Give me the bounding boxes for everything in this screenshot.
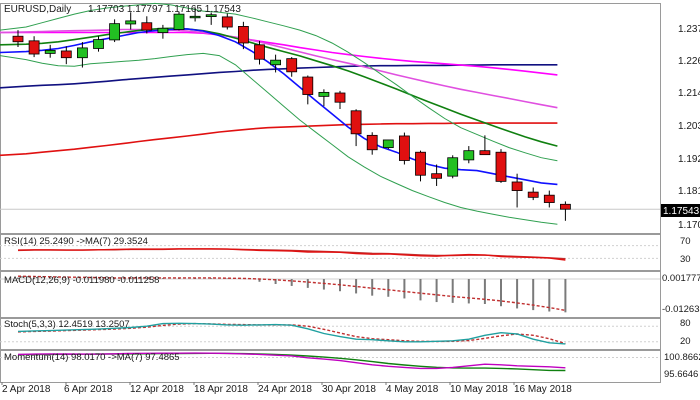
bear-candle [495, 151, 507, 182]
date-axis-label: 6 Apr 2018 [64, 384, 113, 395]
date-axis-label: 10 May 2018 [450, 384, 508, 395]
macd-label: MACD(12,26,9) -0.011980 -0.011258 [4, 275, 159, 286]
price-axis-label: 1.23710 [678, 24, 700, 35]
bull-candle [109, 23, 120, 41]
bear-candle [560, 203, 571, 210]
panel-frame [0, 3, 661, 234]
bull-candle [463, 150, 475, 161]
date-axis-label: 18 Apr 2018 [194, 384, 248, 395]
bear-candle [254, 44, 265, 60]
bull-candle [205, 14, 217, 17]
bear-candle [479, 150, 491, 156]
macd-axis-label: 0.001777 [662, 273, 700, 284]
stoch-axis-label: 20 [680, 336, 691, 347]
rsi-axis-label: 70 [680, 236, 691, 247]
bear-candle [28, 40, 40, 55]
bear-candle [334, 92, 346, 103]
price-axis-label: 1.19270 [678, 154, 700, 165]
bear-candle [431, 173, 443, 179]
bull-candle [189, 15, 201, 19]
ma-line-ma_red [0, 122, 558, 157]
ma-line-ma_green [0, 27, 558, 147]
date-axis-label: 4 May 2018 [386, 384, 439, 395]
current-price-tag [661, 204, 700, 217]
rsi-axis-label: 30 [680, 254, 691, 265]
bear-candle [141, 22, 153, 31]
bull-candle [382, 139, 394, 149]
bear-candle [302, 76, 314, 95]
bear-candle [286, 58, 298, 73]
bear-candle [398, 135, 410, 161]
bull-candle [93, 39, 104, 49]
bull-candle [77, 47, 88, 59]
stoch-main-line [17, 322, 566, 345]
bull-candle [173, 13, 185, 30]
bull-candle [318, 91, 330, 97]
bear-candle [527, 191, 539, 198]
current-price-text: 1.17543 [663, 206, 700, 217]
stoch-axis-label: 80 [680, 318, 691, 329]
bear-candle [12, 35, 24, 43]
momentum-label: Momentum(14) 98.0170 ->MA(7) 97.4865 [4, 352, 180, 363]
price-axis-label: 1.22600 [678, 56, 700, 67]
macd-axis-label: -0.012635 [662, 304, 700, 315]
rsi-line [17, 248, 566, 261]
bear-candle [60, 50, 72, 59]
ma-line-ma_magenta [0, 31, 558, 76]
bull-candle [125, 20, 137, 25]
ma-line-ma_violet [0, 28, 558, 109]
date-axis-label: 24 Apr 2018 [258, 384, 312, 395]
bear-candle [350, 110, 362, 135]
date-axis-label: 2 Apr 2018 [2, 384, 51, 395]
bear-candle [221, 16, 233, 28]
bull-candle [44, 49, 56, 54]
ma-line-ma_navy [0, 64, 558, 89]
bear-candle [366, 134, 378, 151]
bear-candle [511, 181, 523, 191]
date-axis-label: 30 Apr 2018 [322, 384, 376, 395]
date-axis-label: 16 May 2018 [514, 384, 572, 395]
price-axis-label: 1.17080 [678, 220, 700, 231]
momentum-line [17, 352, 566, 370]
ma-line-bollinger [0, 2, 558, 162]
bear-candle [415, 151, 426, 176]
price-axis-label: 1.18190 [678, 186, 700, 197]
bull-candle [157, 27, 169, 33]
macd-signal-line [17, 275, 566, 312]
price-axis-label: 1.20380 [678, 121, 700, 132]
rsi-label: RSI(14) 25.2490 ->MA(7) 29.3524 [4, 236, 148, 247]
date-axis-label: 12 Apr 2018 [130, 384, 184, 395]
price-axis-label: 1.21490 [678, 88, 700, 99]
ma-line-bollinger [0, 52, 558, 225]
momentum-axis-label: 100.8662 [664, 352, 700, 363]
momentum-axis-label: 95.6646 [664, 369, 698, 380]
bull-candle [447, 157, 459, 177]
ohlc-label: 1.17703 1.17797 1.17165 1.17543 [88, 4, 241, 15]
bear-candle [543, 194, 555, 203]
bear-candle [237, 26, 249, 44]
symbol-label: EURUSD,Daily [4, 4, 71, 15]
bull-candle [270, 59, 282, 66]
stoch-label: Stoch(5,3,3) 12.4519 13.2507 [4, 319, 130, 330]
